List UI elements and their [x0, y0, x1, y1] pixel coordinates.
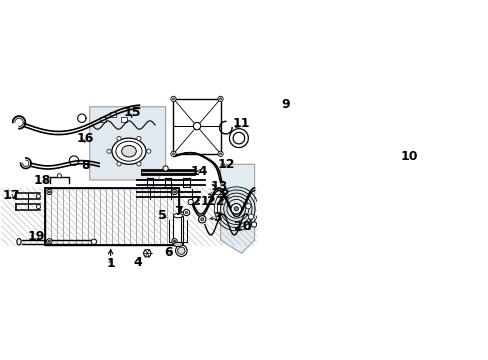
Ellipse shape [173, 242, 183, 247]
Circle shape [143, 249, 151, 257]
Circle shape [219, 98, 221, 100]
Text: 21: 21 [192, 195, 209, 208]
Circle shape [185, 211, 187, 213]
Circle shape [146, 149, 151, 153]
Text: 11: 11 [232, 117, 250, 130]
Circle shape [47, 189, 52, 195]
Circle shape [248, 214, 253, 219]
Ellipse shape [116, 141, 142, 161]
Text: 13: 13 [210, 180, 228, 193]
Ellipse shape [112, 138, 146, 164]
Text: 8: 8 [81, 159, 90, 172]
Circle shape [188, 199, 193, 204]
Polygon shape [220, 164, 254, 253]
Circle shape [231, 203, 241, 214]
Circle shape [172, 153, 174, 155]
Bar [100, 117, 106, 122]
Circle shape [193, 122, 200, 130]
Circle shape [107, 149, 111, 153]
Circle shape [137, 136, 141, 141]
Circle shape [173, 191, 175, 193]
Circle shape [172, 98, 174, 100]
Bar [45, 188, 178, 246]
Circle shape [48, 191, 50, 193]
Circle shape [251, 222, 256, 227]
Text: 9: 9 [281, 98, 290, 111]
Circle shape [91, 239, 96, 244]
Text: 15: 15 [123, 107, 141, 120]
Circle shape [163, 166, 168, 171]
Circle shape [245, 203, 250, 209]
Ellipse shape [175, 245, 187, 256]
Text: 3: 3 [213, 211, 222, 224]
Ellipse shape [177, 247, 184, 255]
Text: 22: 22 [206, 195, 224, 208]
Text: 10: 10 [400, 150, 417, 163]
Bar [173, 216, 183, 244]
Circle shape [36, 194, 41, 198]
Circle shape [172, 239, 177, 244]
Circle shape [170, 96, 176, 102]
Text: 14: 14 [190, 165, 208, 177]
Circle shape [170, 151, 176, 157]
Text: 2: 2 [221, 188, 230, 201]
Text: 18: 18 [34, 174, 51, 186]
Polygon shape [89, 107, 165, 180]
Bar [110, 112, 116, 117]
Circle shape [172, 189, 177, 195]
Ellipse shape [173, 213, 183, 218]
Ellipse shape [122, 145, 136, 157]
Text: 7: 7 [174, 205, 183, 218]
Circle shape [48, 240, 50, 242]
Text: 19: 19 [27, 230, 44, 243]
Circle shape [198, 216, 205, 223]
Text: 16: 16 [77, 132, 94, 145]
Circle shape [200, 218, 203, 221]
Circle shape [234, 207, 238, 211]
Text: 4: 4 [133, 256, 142, 269]
Circle shape [117, 136, 121, 141]
Circle shape [36, 204, 41, 209]
Circle shape [245, 225, 250, 230]
Circle shape [47, 239, 52, 244]
Bar [121, 117, 126, 122]
Text: 12: 12 [217, 158, 234, 171]
Text: 6: 6 [163, 246, 172, 259]
Circle shape [117, 162, 121, 166]
Circle shape [218, 96, 223, 102]
Circle shape [137, 162, 141, 166]
Circle shape [57, 174, 61, 178]
Text: 1: 1 [106, 257, 115, 270]
Text: 20: 20 [234, 220, 251, 233]
Circle shape [218, 151, 223, 157]
Text: 17: 17 [2, 189, 20, 202]
Circle shape [173, 240, 175, 242]
Ellipse shape [17, 239, 21, 245]
Bar [141, 170, 195, 174]
Text: 5: 5 [157, 209, 166, 222]
Circle shape [183, 209, 189, 216]
Circle shape [219, 153, 221, 155]
